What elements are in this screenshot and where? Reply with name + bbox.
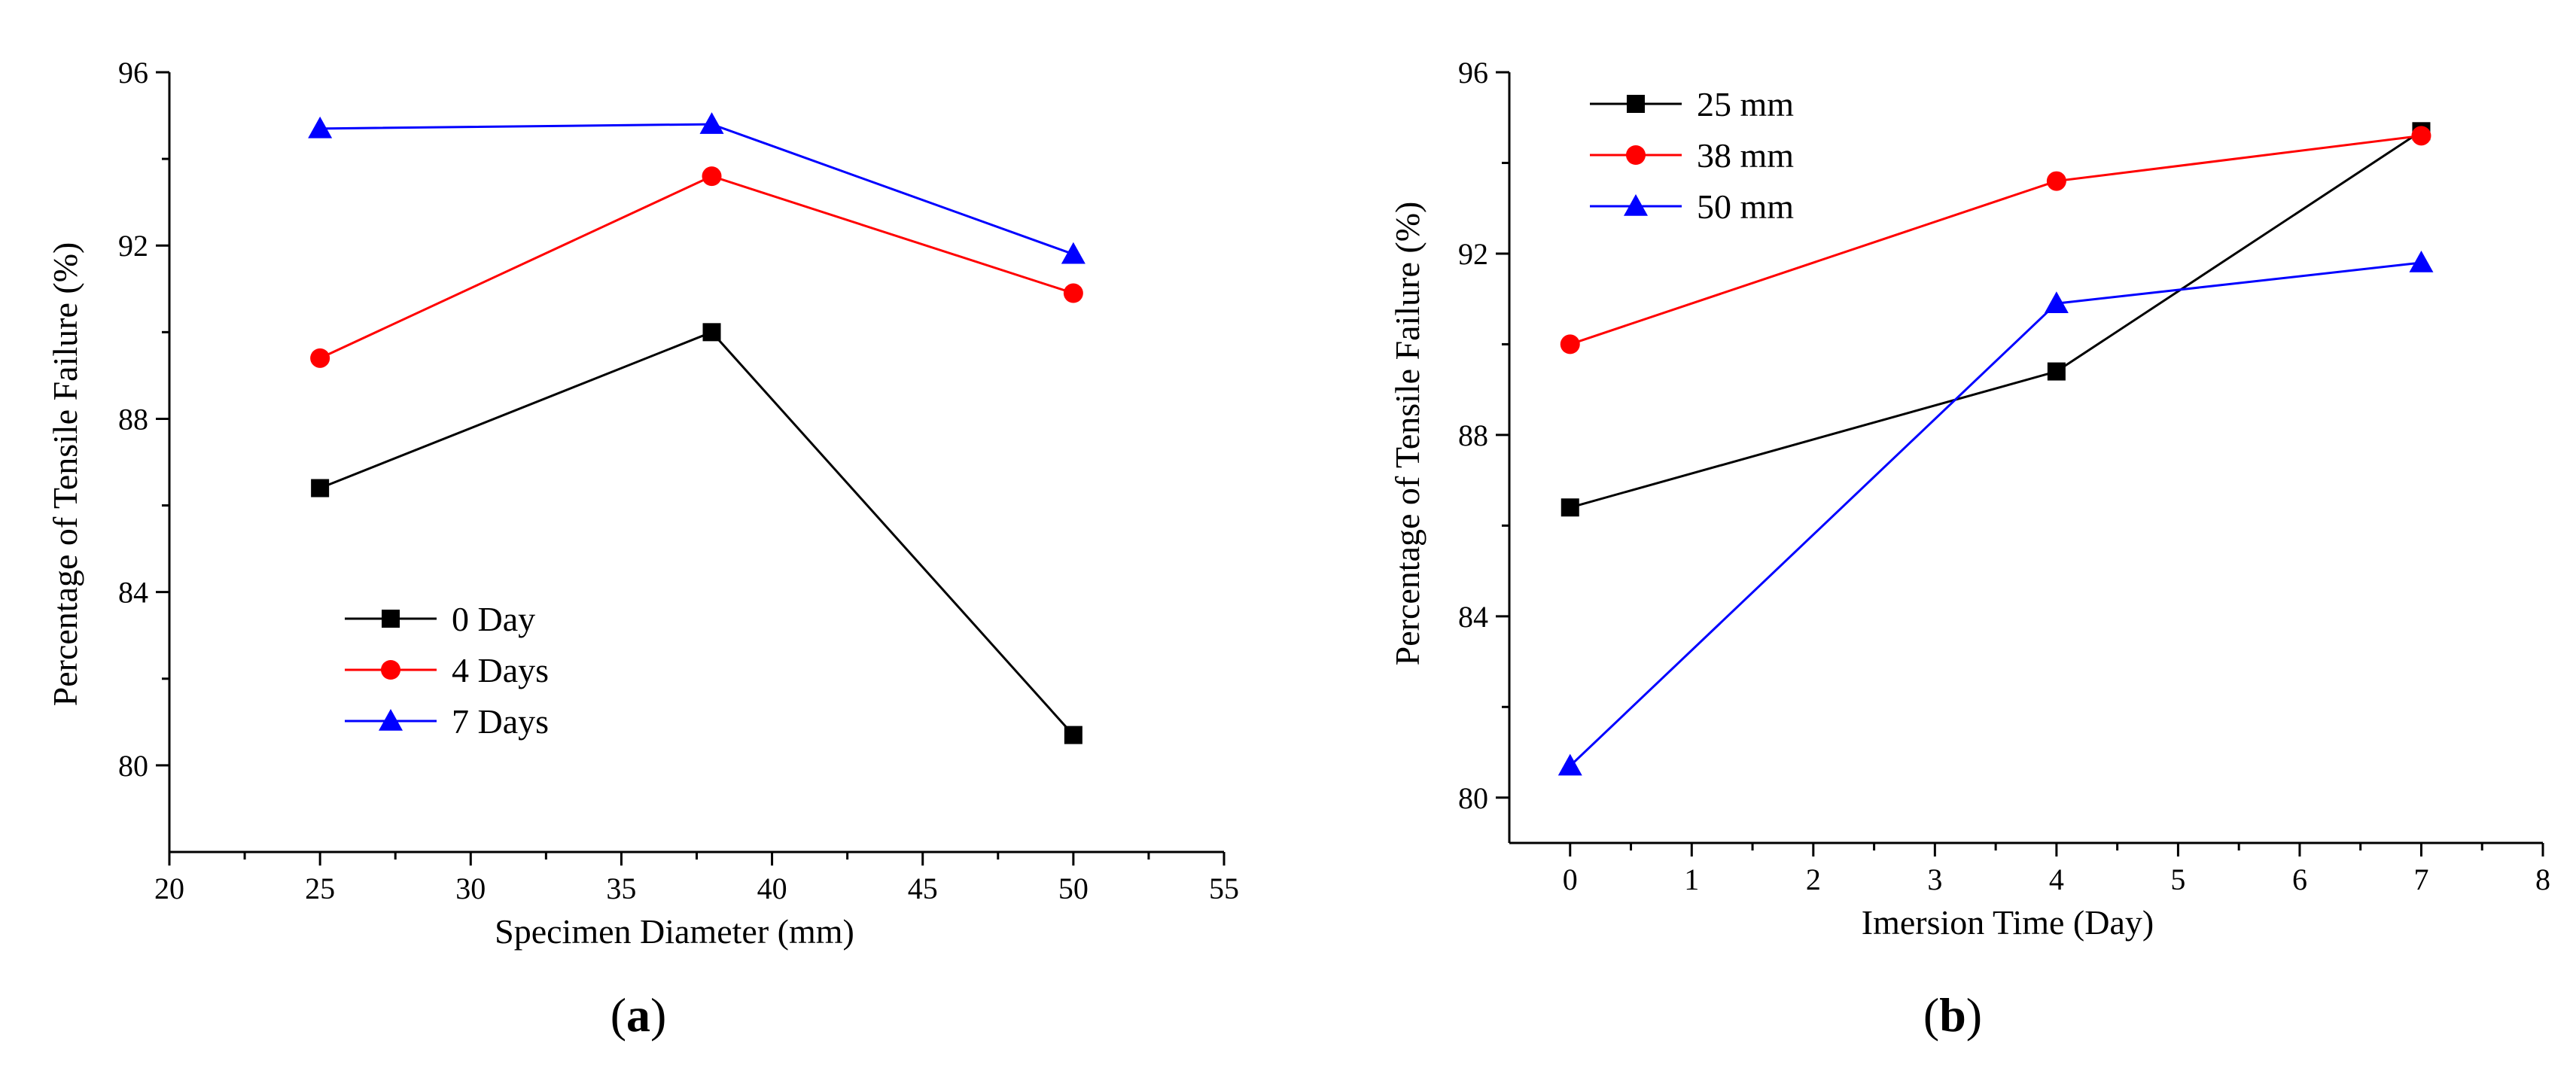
chart-a-legend-marker-1 (381, 660, 400, 680)
chart-b-y-tick-label: 80 (1458, 781, 1488, 815)
chart-a-x-tick-label: 20 (154, 872, 184, 905)
chart-b-x-tick-label: 7 (2413, 863, 2428, 896)
chart-b-legend-marker-0 (1627, 95, 1645, 113)
chart-a-panel-label: (a) (611, 988, 667, 1042)
chart-a-y-tick-label: 88 (118, 402, 148, 436)
chart-a-ylabel: Percentage of Tensile Failure (%) (46, 242, 84, 707)
chart-a-y-tick-label: 84 (118, 576, 148, 610)
chart-b-x-tick-label: 2 (1806, 863, 1821, 896)
chart-a-legend-label-2: 7 Days (452, 702, 549, 741)
chart-a-x-tick-label: 35 (606, 872, 636, 905)
chart-b-x-tick-label: 5 (2170, 863, 2185, 896)
chart-b-panel-letter: b (1939, 988, 1966, 1042)
chart-a-series-1-point (310, 348, 330, 368)
chart-a-legend-marker-2 (379, 709, 403, 731)
chart-b-series-0-point (2047, 362, 2066, 381)
chart-b-x-tick-label: 6 (2292, 863, 2307, 896)
chart-a-series-1-point (702, 166, 722, 187)
chart-b-legend-label-0: 25 mm (1697, 85, 1794, 123)
chart-a-series-0-point (311, 479, 330, 497)
chart-b-series-1-point (2046, 171, 2066, 191)
chart-a-panel-letter: a (626, 988, 650, 1042)
chart-a-x-tick-label: 50 (1058, 872, 1089, 905)
chart-a-x-tick-label: 40 (757, 872, 787, 905)
chart-a-series-2-point (699, 112, 724, 134)
chart-a-series-1-line (319, 175, 1074, 360)
chart-b-y-tick-label: 96 (1458, 56, 1488, 90)
chart-b-x-tick-label: 1 (1684, 863, 1699, 896)
chart-a-series-0-point (702, 323, 721, 342)
chart-a-legend: 0 Day 4 Days 7 Days (345, 600, 549, 741)
chart-a-series-2-line (320, 123, 1074, 256)
chart-a-series-2-point (1061, 242, 1086, 264)
chart-a-x-tick-label: 25 (305, 872, 335, 905)
chart-a-y-tick-label: 96 (118, 56, 148, 90)
chart-a-y-tick-label: 80 (118, 749, 148, 783)
chart-b-y-tick-label: 84 (1458, 600, 1488, 634)
chart-a-legend-label-0: 0 Day (452, 600, 535, 638)
chart-b-series-2-line (1569, 261, 2422, 767)
chart-a-legend-marker-0 (382, 610, 400, 628)
chart-b-panel-label: (b) (1923, 988, 1982, 1042)
chart-b-xlabel: Imersion Time (Day) (1862, 903, 2154, 942)
chart-b-x-tick-label: 0 (1563, 863, 1578, 896)
chart-b-x-tick-label: 3 (1927, 863, 1942, 896)
chart-a-legend-label-1: 4 Days (452, 651, 549, 689)
chart-b-series-2-point (2409, 250, 2434, 272)
chart-b-series-0-point (1561, 498, 1579, 517)
chart-a-series-0-point (1064, 726, 1082, 744)
chart-b-series-2-point (1557, 753, 1582, 776)
chart-a-y-tick-label: 92 (118, 229, 148, 263)
chart-a-series-0-line (319, 330, 1074, 736)
chart-b-series-2-point (2044, 291, 2069, 313)
chart-b-series-1-point (1560, 334, 1580, 354)
chart-b-series-1-point (2411, 126, 2431, 146)
chart-b-legend-marker-1 (1626, 145, 1646, 165)
chart-b-ylabel: Percentage of Tensile Failure (%) (1388, 202, 1427, 666)
chart-b-legend-label-1: 38 mm (1697, 136, 1794, 175)
chart-b-x-tick-label: 8 (2535, 863, 2550, 896)
chart-a-series-2-point (308, 116, 333, 138)
chart-b: Imersion Time (Day) Percentage of Tensil… (1388, 56, 2550, 1042)
chart-a: Specimen Diameter (mm) Percentage of Ten… (46, 56, 1239, 1042)
chart-a-xlabel: Specimen Diameter (mm) (495, 912, 854, 951)
chart-b-legend-label-2: 50 mm (1697, 187, 1794, 226)
chart-a-series-1-point (1063, 283, 1083, 303)
chart-b-legend: 25 mm 38 mm 50 mm (1590, 85, 1794, 226)
chart-b-x-tick-label: 4 (2049, 863, 2064, 896)
chart-b-y-tick-label: 92 (1458, 237, 1488, 271)
chart-a-x-tick-label: 30 (455, 872, 486, 905)
chart-a-x-tick-label: 55 (1209, 872, 1239, 905)
chart-a-x-tick-label: 45 (908, 872, 938, 905)
chart-b-legend-marker-2 (1624, 194, 1648, 216)
chart-b-y-tick-label: 88 (1458, 418, 1488, 452)
